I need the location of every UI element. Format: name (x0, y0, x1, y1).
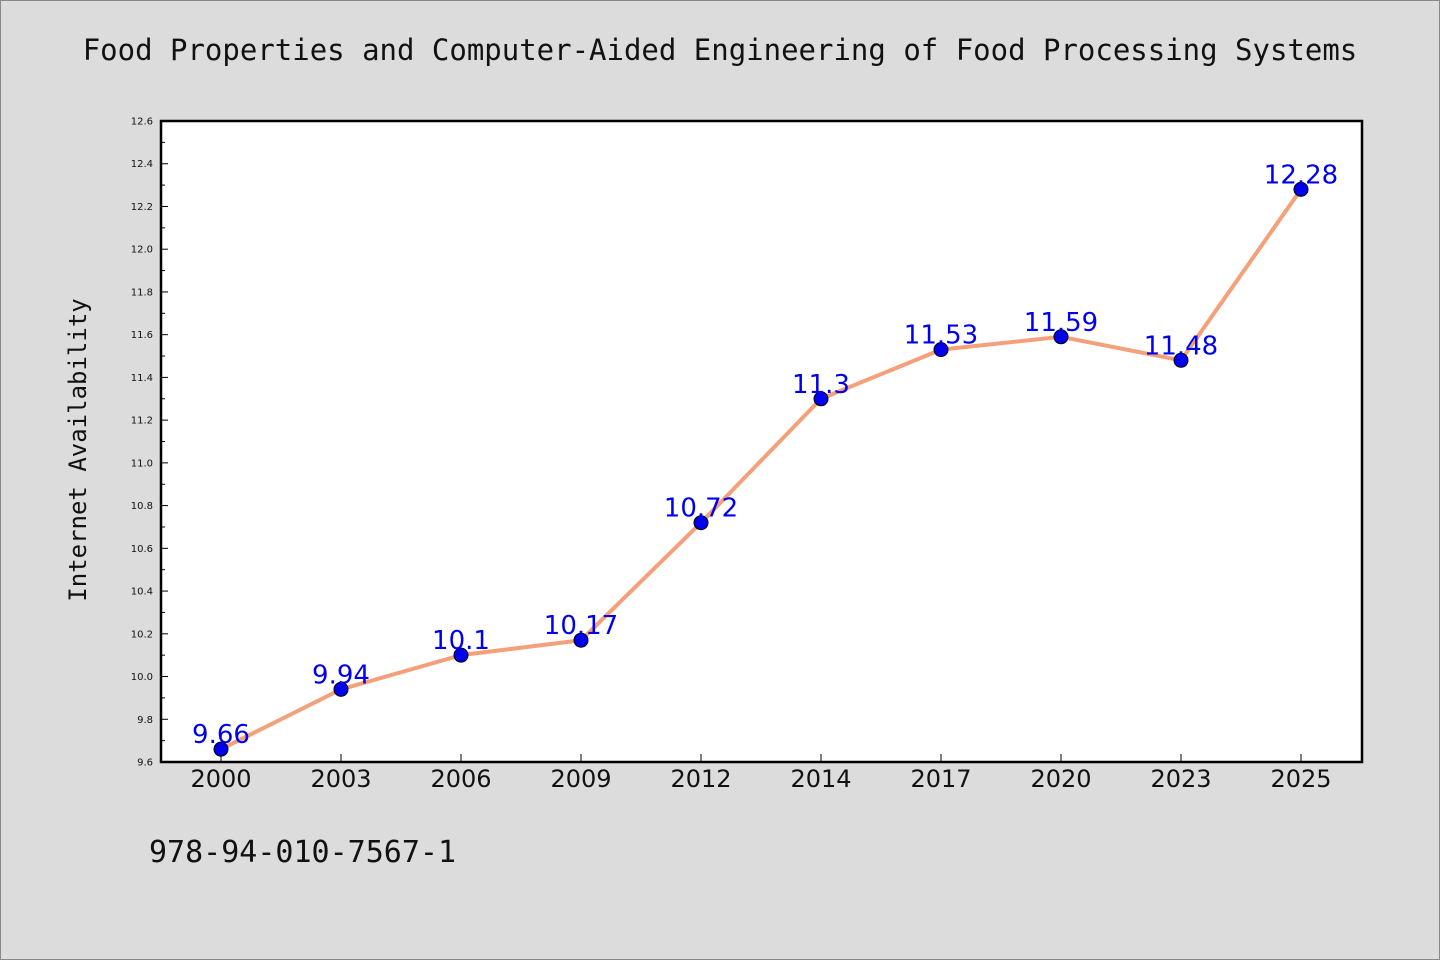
y-tick-label: 12.4 (131, 159, 153, 170)
data-label: 11.3 (792, 370, 850, 400)
y-tick-label: 11.0 (131, 458, 153, 469)
data-label: 11.48 (1144, 331, 1218, 361)
data-series (213, 181, 1309, 757)
x-tick-label: 2023 (1150, 765, 1211, 793)
y-axis-label: Internet Availability (64, 298, 92, 601)
data-point (1293, 181, 1309, 197)
data-label: 9.66 (192, 720, 250, 750)
plot-area (161, 121, 1362, 762)
series-line (219, 187, 1303, 752)
data-label: 10.1 (432, 626, 490, 656)
y-axis: 9.6 9.8 10.0 10.2 10.4 10.6 10.8 11.0 11.2 11.4 11… (131, 117, 168, 769)
data-point (333, 681, 349, 697)
data-point (1053, 329, 1069, 345)
data-point (573, 632, 589, 648)
x-tick-label: 2009 (550, 765, 611, 793)
data-point (693, 515, 709, 531)
data-point (933, 342, 949, 358)
data-point (453, 647, 469, 663)
data-label: 11.59 (1024, 308, 1098, 338)
y-tick-label: 11.6 (131, 330, 153, 341)
y-tick-label: 10.6 (131, 544, 153, 555)
x-tick-label: 2017 (910, 765, 971, 793)
y-tick-label: 11.4 (131, 373, 153, 384)
plot-frame (159, 119, 1364, 764)
data-point (213, 741, 229, 757)
y-tick-label: 11.2 (131, 416, 153, 427)
y-tick-label: 12.2 (131, 202, 153, 213)
x-tick-label: 2020 (1030, 765, 1091, 793)
x-tick-label: 2003 (310, 765, 371, 793)
data-point (813, 391, 829, 407)
y-tick-label: 12.6 (131, 117, 153, 128)
data-label: 10.72 (664, 494, 738, 524)
data-point (1173, 352, 1189, 368)
data-label: 10.17 (544, 611, 618, 641)
data-label: 9.94 (312, 660, 370, 690)
x-tick-label: 2025 (1270, 765, 1331, 793)
x-tick-label: 2000 (190, 765, 251, 793)
y-tick-label: 10.2 (131, 629, 153, 640)
x-tick-label: 2014 (790, 765, 851, 793)
data-labels: 9.66 9.94 10.1 10.17 10.72 11.3 11.53 11.59 11.4… (192, 160, 1338, 750)
y-tick-label: 12.0 (131, 245, 153, 256)
y-tick-label: 11.8 (131, 287, 153, 298)
data-label: 12.28 (1264, 160, 1338, 190)
y-tick-label: 10.0 (131, 672, 153, 683)
data-label: 11.53 (904, 321, 978, 351)
y-tick-label: 10.4 (131, 587, 153, 598)
chart-title: Food Properties and Computer-Aided Engin… (82, 33, 1358, 67)
x-tick-label: 2012 (670, 765, 731, 793)
x-axis: 2000 2003 2006 2009 2012 2014 2017 2020 2023 2025 (190, 754, 1332, 793)
y-tick-label: 10.8 (131, 501, 153, 512)
y-tick-label: 9.8 (137, 715, 153, 726)
y-tick-label: 9.6 (137, 758, 153, 769)
x-tick-label: 2006 (430, 765, 491, 793)
isbn-text: 978-94-010-7567-1 (149, 835, 457, 870)
